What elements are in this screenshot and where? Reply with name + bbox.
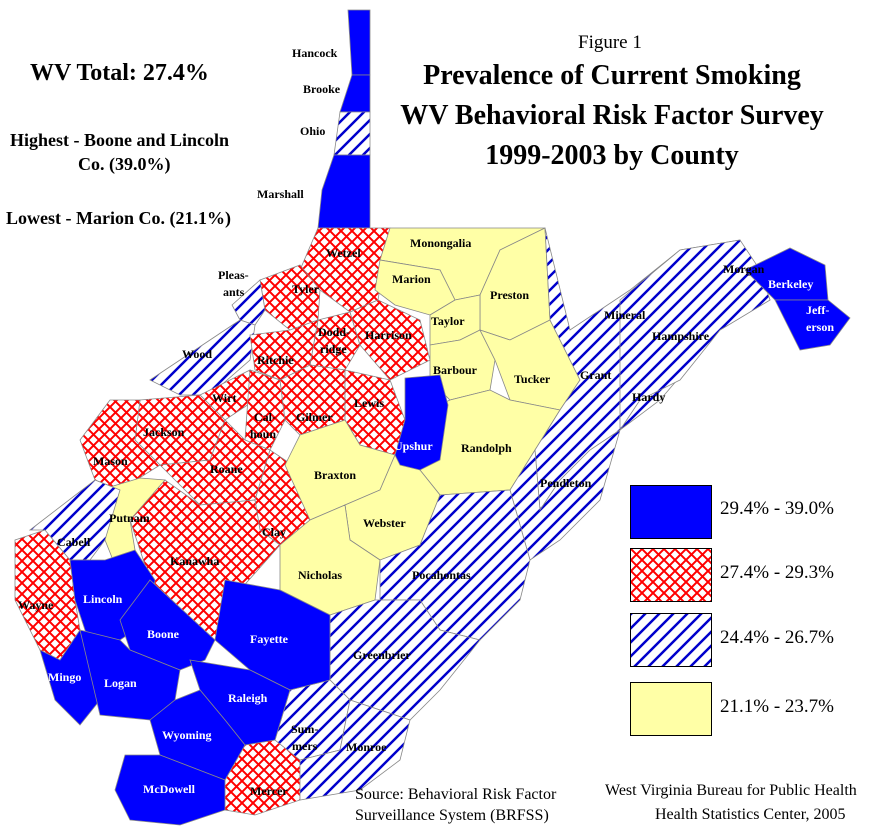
county-label-marion: Marion	[392, 272, 431, 286]
county-label-greenbrier: Greenbrier	[353, 648, 411, 662]
highest-note-line-1: Highest - Boone and Lincoln	[10, 130, 230, 150]
county-label-berkeley: Berkeley	[768, 277, 813, 291]
figure-label: Figure 1	[578, 32, 642, 53]
county-label-roane: Roane	[210, 462, 243, 476]
county-label-monroe: Monroe	[346, 740, 387, 754]
county-label-jefferson-2: erson	[806, 320, 834, 334]
county-label-wayne: Wayne	[18, 598, 54, 612]
county-label-hampshire: Hampshire	[652, 329, 710, 343]
county-label-logan: Logan	[104, 676, 137, 690]
county-label-braxton: Braxton	[314, 468, 356, 482]
county-marshall	[317, 154, 371, 229]
county-label-pendleton: Pendleton	[540, 476, 592, 490]
county-label-grant: Grant	[580, 368, 611, 382]
county-label-lewis: Lewis	[354, 396, 384, 410]
map-title-line-3: 1999-2003 by County	[485, 140, 739, 171]
county-label-upshur: Upshur	[394, 439, 433, 453]
county-label-morgan: Morgan	[723, 262, 765, 276]
highest-note-line-2: Co. (39.0%)	[78, 154, 171, 174]
county-label-brooke: Brooke	[303, 82, 341, 96]
county-label-clay: Clay	[262, 525, 286, 539]
county-label-mercer: Mercer	[250, 784, 288, 798]
county-label-pocahontas: Pocahontas	[412, 568, 471, 582]
county-monroe	[299, 699, 411, 801]
county-label-summers-1: Sum-	[291, 722, 318, 736]
legend-label-low: 21.1% - 23.7%	[720, 696, 834, 717]
county-label-wyoming: Wyoming	[162, 728, 212, 742]
county-label-lincoln: Lincoln	[83, 592, 123, 606]
county-brooke	[339, 74, 371, 113]
county-label-wirt: Wirt	[212, 391, 236, 405]
county-label-cabell: Cabell	[57, 535, 91, 549]
county-label-boone: Boone	[147, 627, 180, 641]
county-label-nicholas: Nicholas	[298, 568, 342, 582]
county-label-fayette: Fayette	[250, 632, 289, 646]
source-line-1: Source: Behavioral Risk Factor	[355, 786, 557, 803]
agency-line-1: West Virginia Bureau for Public Health	[605, 782, 857, 799]
county-label-raleigh: Raleigh	[228, 691, 268, 705]
county-label-mineral: Mineral	[604, 308, 646, 322]
county-label-wetzel: Wetzel	[326, 246, 361, 260]
county-upshur	[394, 374, 449, 471]
legend-swatch-high	[630, 485, 712, 539]
county-label-tucker: Tucker	[514, 372, 551, 386]
county-label-putnam: Putnam	[109, 511, 150, 525]
county-label-mason: Mason	[93, 454, 128, 468]
county-fayette	[214, 579, 331, 691]
legend-label-high: 29.4% - 39.0%	[720, 498, 834, 519]
county-label-wood: Wood	[182, 347, 212, 361]
county-label-calhoun-1: Cal-	[254, 410, 276, 424]
map-title-line-2: WV Behavioral Risk Factor Survey	[400, 100, 824, 131]
county-label-ritchie: Ritchie	[257, 353, 294, 367]
county-label-jefferson-1: Jeff-	[806, 303, 829, 317]
county-hancock	[347, 9, 371, 76]
legend-swatch-midlow	[630, 613, 712, 667]
county-label-taylor: Taylor	[431, 314, 465, 328]
county-label-mcdowell: McDowell	[143, 782, 196, 796]
county-label-calhoun-2: houn	[250, 427, 276, 441]
county-label-ohio: Ohio	[300, 124, 325, 138]
county-label-pleasants-1: Pleas-	[218, 268, 249, 282]
county-label-summers-2: mers	[292, 739, 318, 753]
county-label-harrison: Harrison	[365, 328, 412, 342]
county-ohio	[333, 111, 371, 156]
legend-swatch-low	[630, 682, 712, 736]
source-line-2: Surveillance System (BRFSS)	[355, 807, 549, 824]
county-label-hancock: Hancock	[292, 46, 338, 60]
county-label-tyler: Tyler	[292, 282, 320, 296]
county-cabell	[28, 479, 121, 561]
county-label-monongalia: Monongalia	[410, 236, 471, 250]
county-label-preston: Preston	[490, 288, 529, 302]
county-label-hardy: Hardy	[632, 390, 665, 404]
county-label-kanawha: Kanawha	[170, 554, 219, 568]
county-mineral-hampshire	[619, 239, 771, 432]
county-label-barbour: Barbour	[433, 363, 478, 377]
county-calhoun	[244, 369, 286, 451]
county-label-randolph: Randolph	[461, 441, 512, 455]
county-label-doddridge-1: Dodd-	[318, 325, 350, 339]
legend-label-midlow: 24.4% - 26.7%	[720, 627, 834, 648]
county-jefferson	[774, 299, 851, 351]
county-mcdowell	[114, 754, 226, 826]
legend-label-midhigh: 27.4% - 29.3%	[720, 562, 834, 583]
county-label-jackson: Jackson	[143, 425, 185, 439]
county-label-marshall: Marshall	[257, 187, 304, 201]
county-label-gilmer: Gilmer	[296, 410, 333, 424]
map-title-line-1: Prevalence of Current Smoking	[423, 60, 801, 91]
county-label-webster: Webster	[363, 516, 406, 530]
county-label-mingo: Mingo	[48, 670, 81, 684]
county-wood	[149, 319, 256, 396]
legend-swatch-midhigh	[630, 548, 712, 602]
county-logan	[79, 629, 181, 721]
state-total: WV Total: 27.4%	[30, 60, 209, 86]
county-pleasants	[231, 279, 266, 326]
agency-line-2: Health Statistics Center, 2005	[655, 806, 846, 823]
county-label-pleasants-2: ants	[223, 285, 245, 299]
lowest-note: Lowest - Marion Co. (21.1%)	[6, 208, 231, 228]
county-label-doddridge-2: ridge	[320, 342, 347, 356]
